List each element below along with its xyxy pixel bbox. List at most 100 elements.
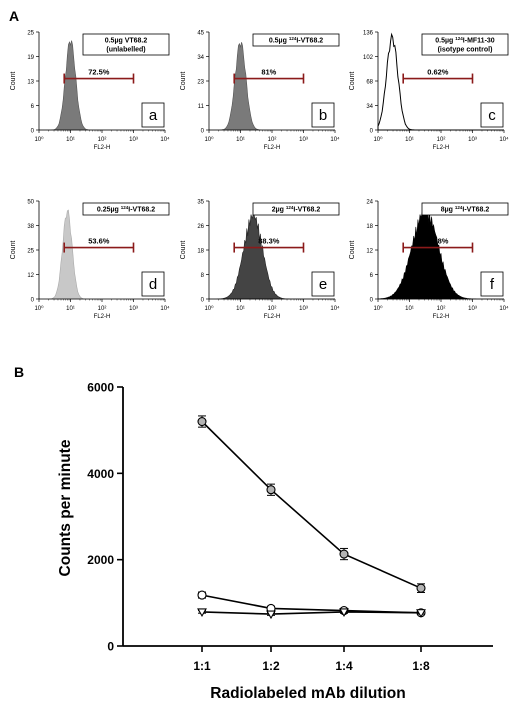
x-tick-label: 1:2 [262,659,280,673]
gate-percentage: 0.62% [427,68,449,77]
y-axis-label: Count [10,241,17,260]
x-tick-label: 10² [268,306,277,312]
y-tick-label: 13 [27,80,34,86]
panel-label-a: A [9,8,19,24]
x-axis-label: FL2-H [94,314,111,320]
y-tick-label: 2000 [87,553,114,567]
y-tick-label: 0 [201,298,205,304]
panel-label-b: B [14,364,24,380]
sample-label-tail: I-VT68.2 [293,207,320,214]
panel-letter: f [490,276,495,293]
sample-label: 0.25µg 124I-VT68.2 [97,205,155,214]
y-tick-label: 19 [27,55,34,61]
series-line [201,594,422,614]
y-tick-label: 45 [197,31,204,37]
panel-letter: d [149,276,157,293]
y-tick-label: 0 [107,640,114,654]
histogram-panel-e: 0 8 18 26 35 10⁰ 10¹ 10² 10³ 10⁴ FL2-H Count 2µg 124… [180,200,340,321]
x-tick-label: 10⁴ [330,136,340,143]
x-axis-label: Radiolabeled mAb dilution [210,685,405,702]
y-axis-label: Count [349,241,356,260]
y-tick-label: 0 [201,129,205,135]
sample-label-line2: (isotype control) [438,47,493,54]
isotope-superscript: 124 [455,36,463,41]
sample-label: 8µg 124I-VT68.2 [441,205,490,214]
sample-label-prefix: 0.5µg VT68.2 [105,38,148,45]
x-tick-label: 10¹ [405,137,414,143]
histogram-panel-d: 0 12 25 38 50 10⁰ 10¹ 10² 10³ 10⁴ FL2-H Count 0.25µg… [10,200,170,321]
panel-letter-box [141,102,165,128]
y-tick-label: 102 [363,55,374,61]
sample-label-box [252,202,340,216]
y-tick-label: 6 [370,273,374,279]
series-triangle-down [197,608,426,620]
y-tick-label: 38 [27,224,34,230]
y-tick-label: 8 [201,273,205,279]
x-tick-label: 1:4 [335,659,353,673]
y-tick-label: 68 [366,80,373,86]
y-tick-label: 0 [370,298,374,304]
y-tick-label: 11 [198,104,205,110]
x-axis-label: FL2-H [264,145,281,151]
x-tick-label: 10⁰ [34,136,44,143]
data-point [266,485,276,495]
y-tick-label: 24 [366,200,373,206]
flow-histograms: 0 6 13 19 25 10⁰ 10¹ 10² 10³ 10⁴ FL2-H Count 0.5µg V… [10,31,509,321]
x-tick-label: 10² [268,137,277,143]
x-tick-label: 10³ [468,137,477,143]
isotope-superscript: 124 [455,205,463,210]
sample-label-box [421,202,509,216]
x-tick-label: 1:1 [193,659,211,673]
y-axis-label: Count [180,241,187,260]
series-circle-filled [197,415,426,593]
y-tick-label: 12 [27,273,34,279]
y-tick-label: 23 [197,80,204,86]
x-tick-label: 1:8 [412,659,430,673]
isotope-superscript: 124 [121,205,129,210]
data-point [339,549,349,559]
sample-label-tail: I-VT68.2 [296,38,323,45]
y-tick-label: 6 [31,104,35,110]
panel-letter: a [149,107,158,124]
x-tick-label: 10¹ [405,306,414,312]
y-tick-label: 6000 [87,381,114,395]
x-tick-label: 10⁴ [499,136,509,143]
y-tick-label: 25 [27,249,34,255]
data-point [339,608,349,618]
sample-label-tail: I-MF11-30 [463,38,495,45]
x-tick-label: 10² [98,137,107,143]
gate-percentage: 72.5% [88,68,110,77]
sample-label: 2µg 124I-VT68.2 [272,205,321,214]
x-tick-label: 10⁰ [204,136,214,143]
x-tick-label: 10⁰ [373,136,383,143]
y-tick-label: 0 [31,298,35,304]
x-tick-label: 10³ [299,306,308,312]
gate-percentage: 53.6% [88,237,110,246]
sample-label-line2: (unlabelled) [106,47,145,54]
gate-percentage: 85.8% [427,237,449,246]
sample-label: 0.5µg 124I-MF11-30 [435,36,495,45]
gate-percentage: 81% [261,68,276,77]
histogram-panel-b: 0 11 23 34 45 10⁰ 10¹ 10² 10³ 10⁴ FL2-H Count 0.5µg … [180,31,340,152]
sample-label-tail: I-VT68.2 [128,207,155,214]
x-tick-label: 10² [98,306,107,312]
x-tick-label: 10¹ [236,137,245,143]
sample-label-prefix: 0.25µg [97,207,121,214]
panel-letter: e [319,276,327,293]
cpm-line-chart: 0 2000 4000 6000 1:1 1:2 1:4 1:8 Radiolabeled mA… [57,381,493,702]
x-tick-label: 10³ [129,306,138,312]
y-tick-label: 35 [197,200,204,206]
y-tick-label: 26 [197,224,204,230]
data-point [416,583,426,593]
y-tick-label: 136 [363,31,374,37]
panel-letter-box [311,271,335,297]
y-tick-label: 4000 [87,467,114,481]
y-axis-label: Count [180,72,187,91]
x-tick-label: 10¹ [66,306,75,312]
y-tick-label: 34 [366,104,373,110]
y-tick-label: 34 [197,55,204,61]
data-point [197,590,207,600]
sample-label-prefix: 0.5µg [435,38,455,45]
x-tick-label: 10² [437,306,446,312]
panel-letter-box [480,102,504,128]
